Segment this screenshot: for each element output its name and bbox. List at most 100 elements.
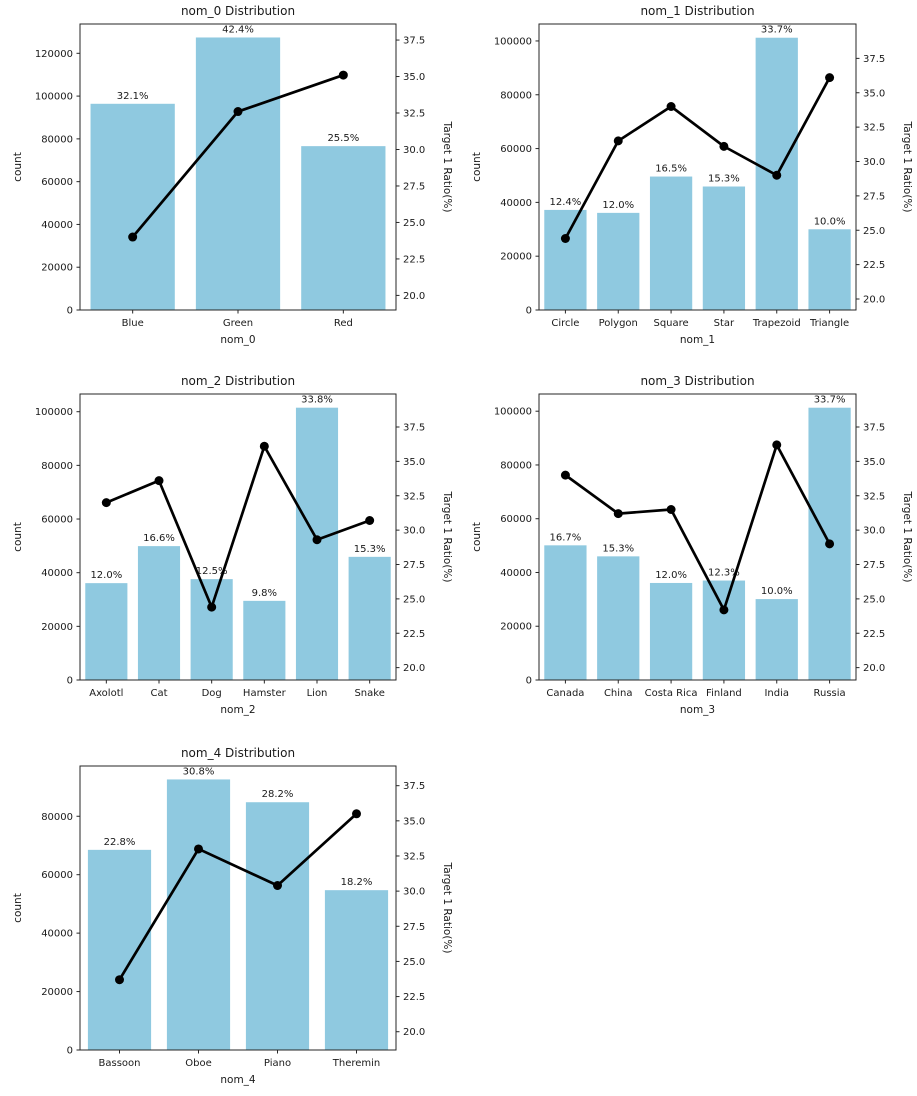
- y-axis-label-right: Target 1 Ratio(%): [901, 121, 913, 213]
- y-tick-label-left: 100000: [494, 407, 532, 418]
- x-tick-label: Snake: [354, 688, 384, 699]
- bar: [702, 186, 746, 310]
- bar: [85, 583, 128, 680]
- chart-title: nom_3 Distribution: [640, 374, 754, 388]
- bar: [702, 580, 746, 680]
- y-tick-label-right: 37.5: [863, 423, 885, 434]
- y-tick-label-right: 35.0: [403, 816, 425, 827]
- y-tick-label-left: 80000: [41, 461, 73, 472]
- x-tick-label: Circle: [551, 318, 579, 329]
- bar: [137, 546, 181, 680]
- y-tick-label-left: 100000: [494, 36, 532, 47]
- x-tick-label: Russia: [813, 688, 845, 699]
- y-tick-label-right: 30.0: [863, 157, 885, 168]
- y-axis-label-left: count: [12, 522, 24, 552]
- x-tick-label: Finland: [706, 688, 742, 699]
- bar: [190, 579, 233, 680]
- chart-svg: 0 20000 40000 60000 80000 100000 20.0 22.5 25.0 2…: [12, 374, 453, 716]
- y-tick-label-left: 60000: [41, 515, 73, 526]
- y-tick-label-right: 30.0: [863, 526, 885, 537]
- bar-label: 10.0%: [814, 216, 846, 227]
- chart-title: nom_0 Distribution: [181, 4, 295, 18]
- bar: [808, 229, 851, 310]
- bar: [649, 176, 693, 310]
- y-tick-label-right: 35.0: [863, 457, 885, 468]
- y-tick-label-right: 35.0: [403, 457, 425, 468]
- trend-point: [338, 70, 348, 80]
- y-tick-label-right: 37.5: [403, 423, 425, 434]
- bar-label: 12.0%: [655, 570, 687, 581]
- y-tick-label-right: 22.5: [403, 629, 425, 640]
- trend-line: [104, 444, 372, 609]
- y-tick-label-right: 22.5: [863, 260, 885, 271]
- trend-line: [564, 443, 831, 612]
- bar: [544, 209, 587, 310]
- y-tick-label-right: 20.0: [863, 663, 885, 674]
- bar-label: 12.3%: [708, 568, 740, 579]
- y-tick-label-left: 80000: [41, 812, 73, 823]
- x-tick-label: China: [604, 688, 633, 699]
- y-axis-label-left: count: [471, 522, 483, 552]
- trend-point: [352, 809, 361, 819]
- y-tick-label-left: 0: [67, 1046, 73, 1057]
- bar-label: 15.3%: [602, 543, 634, 554]
- trend-point: [666, 505, 676, 514]
- x-axis-label: nom_1: [680, 334, 715, 346]
- y-tick-label-left: 0: [67, 676, 73, 687]
- trend-point: [825, 539, 835, 549]
- x-tick-label: Oboe: [185, 1058, 212, 1069]
- y-tick-label-left: 40000: [500, 568, 532, 579]
- y-tick-label-left: 0: [526, 306, 532, 317]
- x-tick-label: Cat: [150, 688, 167, 699]
- bar-label: 10.0%: [761, 586, 793, 597]
- y-tick-label-right: 27.5: [863, 560, 885, 571]
- bar-label: 32.1%: [117, 91, 149, 102]
- bar: [87, 849, 152, 1050]
- trend-point: [259, 441, 269, 451]
- bar: [597, 556, 640, 680]
- trend-point: [719, 141, 729, 151]
- trend-point: [194, 844, 203, 854]
- x-axis-label: nom_0: [220, 334, 255, 346]
- bar-label: 16.5%: [655, 164, 687, 175]
- x-tick-label: Canada: [546, 688, 584, 699]
- y-axis-label-left: count: [471, 152, 483, 182]
- trend-point: [560, 234, 570, 243]
- trend-point: [101, 498, 111, 508]
- trend-point: [719, 605, 729, 615]
- plot-border: [79, 393, 397, 681]
- y-tick-label-right: 37.5: [403, 36, 425, 47]
- x-tick-label: Star: [714, 318, 735, 329]
- trend-point: [365, 516, 375, 525]
- y-tick-label-right: 32.5: [403, 851, 425, 862]
- x-tick-label: Green: [223, 318, 253, 329]
- x-tick-label: Lion: [307, 688, 328, 699]
- chart-title: nom_2 Distribution: [181, 374, 295, 388]
- bar-label: 12.0%: [90, 570, 122, 581]
- y-tick-label-right: 30.0: [403, 526, 425, 537]
- x-tick-label: Square: [653, 318, 688, 329]
- bar: [90, 103, 175, 310]
- y-tick-label-left: 40000: [41, 929, 73, 940]
- trend-point: [772, 440, 782, 450]
- trend-point: [273, 881, 282, 891]
- bar-label: 18.2%: [341, 877, 373, 888]
- bar-label: 15.3%: [708, 174, 740, 185]
- plot-border: [538, 23, 857, 311]
- y-tick-label-right: 25.0: [403, 218, 425, 229]
- y-tick-label-left: 60000: [500, 144, 532, 155]
- x-tick-label: Costa Rica: [645, 688, 698, 699]
- bar-label: 12.5%: [196, 566, 228, 577]
- y-axis-label-left: count: [12, 152, 24, 182]
- y-tick-label-left: 20000: [41, 987, 73, 998]
- y-tick-label-right: 37.5: [403, 781, 425, 792]
- y-tick-label-left: 40000: [41, 220, 73, 231]
- trend-point: [613, 136, 623, 146]
- bar-label: 9.8%: [252, 588, 277, 599]
- y-tick-label-left: 20000: [500, 252, 532, 263]
- bar-label: 33.7%: [814, 395, 846, 406]
- y-tick-label-left: 120000: [35, 49, 73, 60]
- y-tick-label-right: 20.0: [403, 663, 425, 674]
- x-tick-label: Hamster: [243, 688, 287, 699]
- y-tick-label-right: 30.0: [403, 887, 425, 898]
